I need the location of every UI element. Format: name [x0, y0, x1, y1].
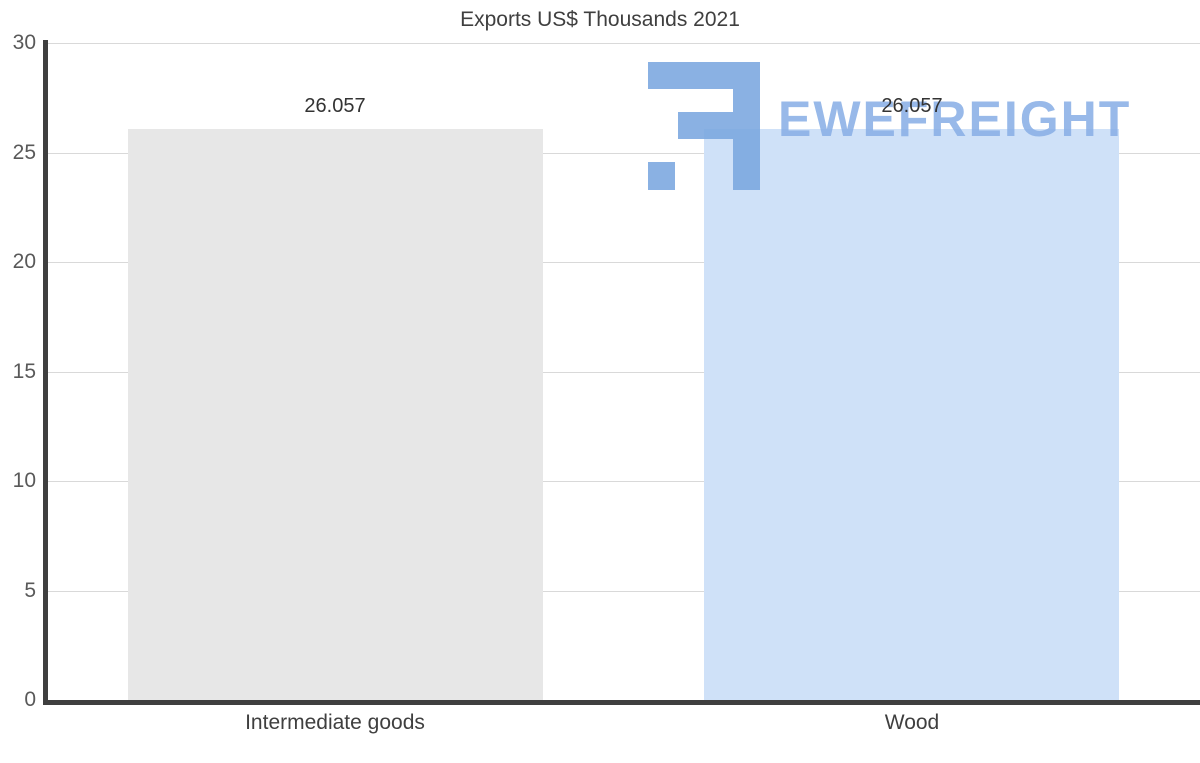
y-axis-line — [43, 40, 48, 705]
bar-wood — [704, 129, 1119, 700]
y-tick-label: 0 — [24, 688, 36, 711]
y-tick-label: 5 — [24, 579, 36, 602]
gridline — [47, 153, 1200, 154]
bar-value-label: 26.057 — [881, 95, 943, 117]
y-tick-label: 25 — [12, 141, 36, 164]
y-tick-label: 10 — [12, 469, 36, 492]
x-category-label: Intermediate goods — [245, 711, 425, 734]
y-tick-label: 15 — [12, 360, 36, 383]
gridline — [47, 43, 1200, 44]
gridline — [47, 262, 1200, 263]
bar-value-label: 26.057 — [304, 95, 366, 117]
gridline — [47, 372, 1200, 373]
gridline — [47, 591, 1200, 592]
x-axis-line — [43, 700, 1200, 705]
y-tick-label: 20 — [12, 250, 36, 273]
chart-title: Exports US$ Thousands 2021 — [460, 8, 740, 31]
gridline — [47, 481, 1200, 482]
bar-intermediate-goods — [128, 129, 543, 700]
y-tick-label: 30 — [12, 31, 36, 54]
x-category-label: Wood — [884, 711, 940, 734]
